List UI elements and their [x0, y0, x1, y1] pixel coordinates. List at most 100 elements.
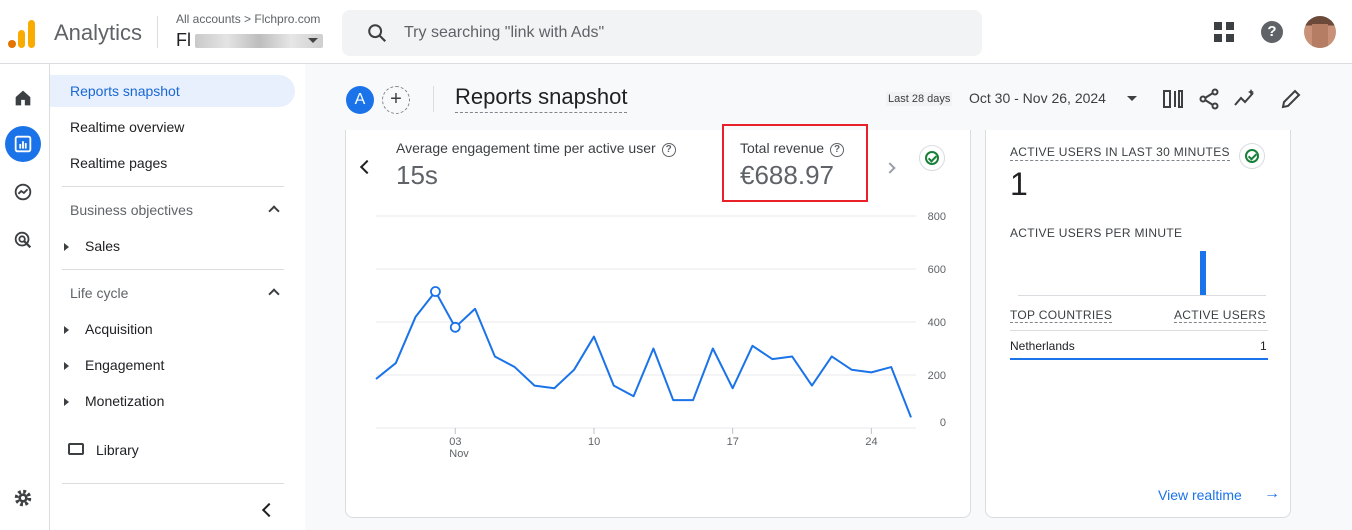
share-icon[interactable]	[1197, 87, 1221, 111]
nav-life-cycle[interactable]: Life cycle	[70, 285, 129, 301]
date-dropdown-icon[interactable]	[1127, 96, 1137, 101]
redacted-account-name	[195, 34, 323, 49]
revenue-label: Total revenue	[740, 140, 825, 156]
edit-icon[interactable]	[1279, 87, 1303, 111]
engagement-value: 15s	[396, 160, 438, 190]
active-users-column-header[interactable]: ACTIVE USERS	[1174, 308, 1266, 323]
add-comparison-button[interactable]: +	[382, 86, 410, 114]
expand-arrow-icon	[64, 362, 69, 371]
apps-grid-icon[interactable]	[1214, 22, 1234, 42]
next-metric-button[interactable]	[884, 162, 896, 174]
header-divider	[157, 16, 158, 48]
table-divider	[1010, 330, 1268, 331]
y-tick-label: 0	[940, 417, 946, 429]
search-icon	[368, 24, 387, 43]
nav-sales-label: Sales	[85, 238, 121, 254]
country-name: Netherlands	[1010, 339, 1075, 353]
explore-icon[interactable]	[5, 174, 41, 210]
nav-engagement-label: Engagement	[85, 357, 165, 373]
active-users-value: 1	[1010, 166, 1028, 202]
nav-engagement[interactable]: Engagement	[64, 357, 164, 373]
nav-acquisition-label: Acquisition	[85, 321, 153, 337]
nav-divider	[62, 483, 284, 484]
nav-monetization[interactable]: Monetization	[64, 393, 164, 409]
reports-nav: Reports snapshot Realtime overview Realt…	[50, 64, 305, 530]
active-users-label[interactable]: ACTIVE USERS IN LAST 30 MINUTES	[1010, 145, 1230, 161]
data-point	[430, 286, 441, 297]
nav-acquisition[interactable]: Acquisition	[64, 321, 153, 337]
country-count: 1	[1260, 339, 1267, 353]
x-tick-label: 10	[588, 436, 600, 448]
app-title: Analytics	[54, 20, 143, 45]
main-content: A + Reports snapshot Last 28 days Oct 30…	[305, 64, 1352, 530]
engagement-label: Average engagement time per active user	[396, 140, 656, 156]
folder-icon	[68, 443, 84, 455]
left-rail	[0, 64, 50, 530]
chevron-up-icon[interactable]	[268, 288, 280, 300]
previous-metric-button[interactable]	[359, 159, 375, 175]
expand-arrow-icon	[64, 243, 69, 252]
chevron-up-icon[interactable]	[268, 205, 280, 217]
arrow-right-icon[interactable]: →	[1264, 485, 1280, 502]
analytics-logo-icon[interactable]	[8, 18, 38, 48]
nav-divider	[62, 186, 284, 187]
help-icon[interactable]: ?	[1261, 21, 1283, 43]
y-tick-label: 400	[928, 317, 946, 329]
y-tick-label: 200	[928, 370, 946, 382]
nav-realtime-overview[interactable]: Realtime overview	[70, 119, 185, 135]
nav-monetization-label: Monetization	[85, 393, 165, 409]
series-line	[375, 290, 912, 418]
account-breadcrumb[interactable]: All accounts > Flchpro.com	[176, 12, 321, 26]
nav-business-objectives[interactable]: Business objectives	[70, 202, 193, 218]
x-tick-label: 03	[449, 436, 461, 448]
y-tick-label: 800	[928, 211, 946, 223]
highlight-box	[722, 124, 868, 202]
realtime-card: ACTIVE USERS IN LAST 30 MINUTES 1 ACTIVE…	[985, 130, 1291, 518]
top-bar: Analytics All accounts > Flchpro.com Fl …	[0, 0, 1352, 64]
search-box[interactable]	[342, 10, 982, 56]
per-minute-label: ACTIVE USERS PER MINUTE	[1010, 226, 1183, 240]
top-countries-header[interactable]: TOP COUNTRIES	[1010, 308, 1113, 323]
x-tick-label: 24	[865, 436, 877, 448]
insights-icon[interactable]	[1233, 87, 1257, 111]
settings-icon[interactable]	[5, 480, 41, 516]
nav-divider	[62, 269, 284, 270]
nav-sales[interactable]: Sales	[64, 238, 120, 254]
x-tick-label: 17	[727, 436, 739, 448]
check-circle-icon[interactable]	[1239, 143, 1265, 169]
advertising-icon[interactable]	[5, 222, 41, 258]
customize-report-icon[interactable]	[1161, 87, 1185, 111]
page-title[interactable]: Reports snapshot	[455, 84, 628, 113]
nav-reports-snapshot[interactable]: Reports snapshot	[50, 75, 295, 107]
account-name: Fl	[176, 30, 191, 50]
country-bar	[1010, 358, 1268, 360]
x-tick-sublabel: Nov	[449, 448, 469, 460]
reports-icon[interactable]	[5, 126, 41, 162]
nav-library[interactable]: Library	[96, 442, 139, 458]
view-realtime-link[interactable]: View realtime	[1158, 487, 1242, 503]
user-avatar[interactable]	[1304, 16, 1336, 48]
expand-arrow-icon	[64, 398, 69, 407]
help-circle-icon[interactable]: ?	[661, 143, 676, 157]
date-preset-label: Last 28 days	[886, 92, 953, 106]
metrics-chart-card: Average engagement time per active user?…	[345, 124, 971, 518]
engagement-metric-tab[interactable]: Average engagement time per active user?	[396, 140, 676, 157]
collapse-nav-icon[interactable]	[261, 502, 277, 518]
home-icon[interactable]	[5, 80, 41, 116]
data-point	[449, 321, 461, 333]
date-range-selector[interactable]: Oct 30 - Nov 26, 2024	[969, 90, 1106, 106]
expand-arrow-icon	[64, 326, 69, 335]
check-circle-icon[interactable]	[919, 145, 945, 171]
revenue-value: €688.97	[740, 160, 834, 190]
account-dropdown-icon[interactable]	[308, 38, 318, 43]
y-tick-label: 600	[928, 264, 946, 276]
toolbar-divider	[433, 86, 434, 112]
search-input[interactable]	[404, 10, 964, 56]
nav-realtime-pages[interactable]: Realtime pages	[70, 155, 168, 171]
per-minute-bar-chart	[1018, 248, 1266, 296]
account-selector[interactable]: Fl	[176, 30, 323, 51]
comparison-avatar[interactable]: A	[346, 86, 374, 114]
revenue-metric-tab[interactable]: Total revenue?	[740, 140, 845, 157]
help-circle-icon[interactable]: ?	[830, 143, 845, 157]
